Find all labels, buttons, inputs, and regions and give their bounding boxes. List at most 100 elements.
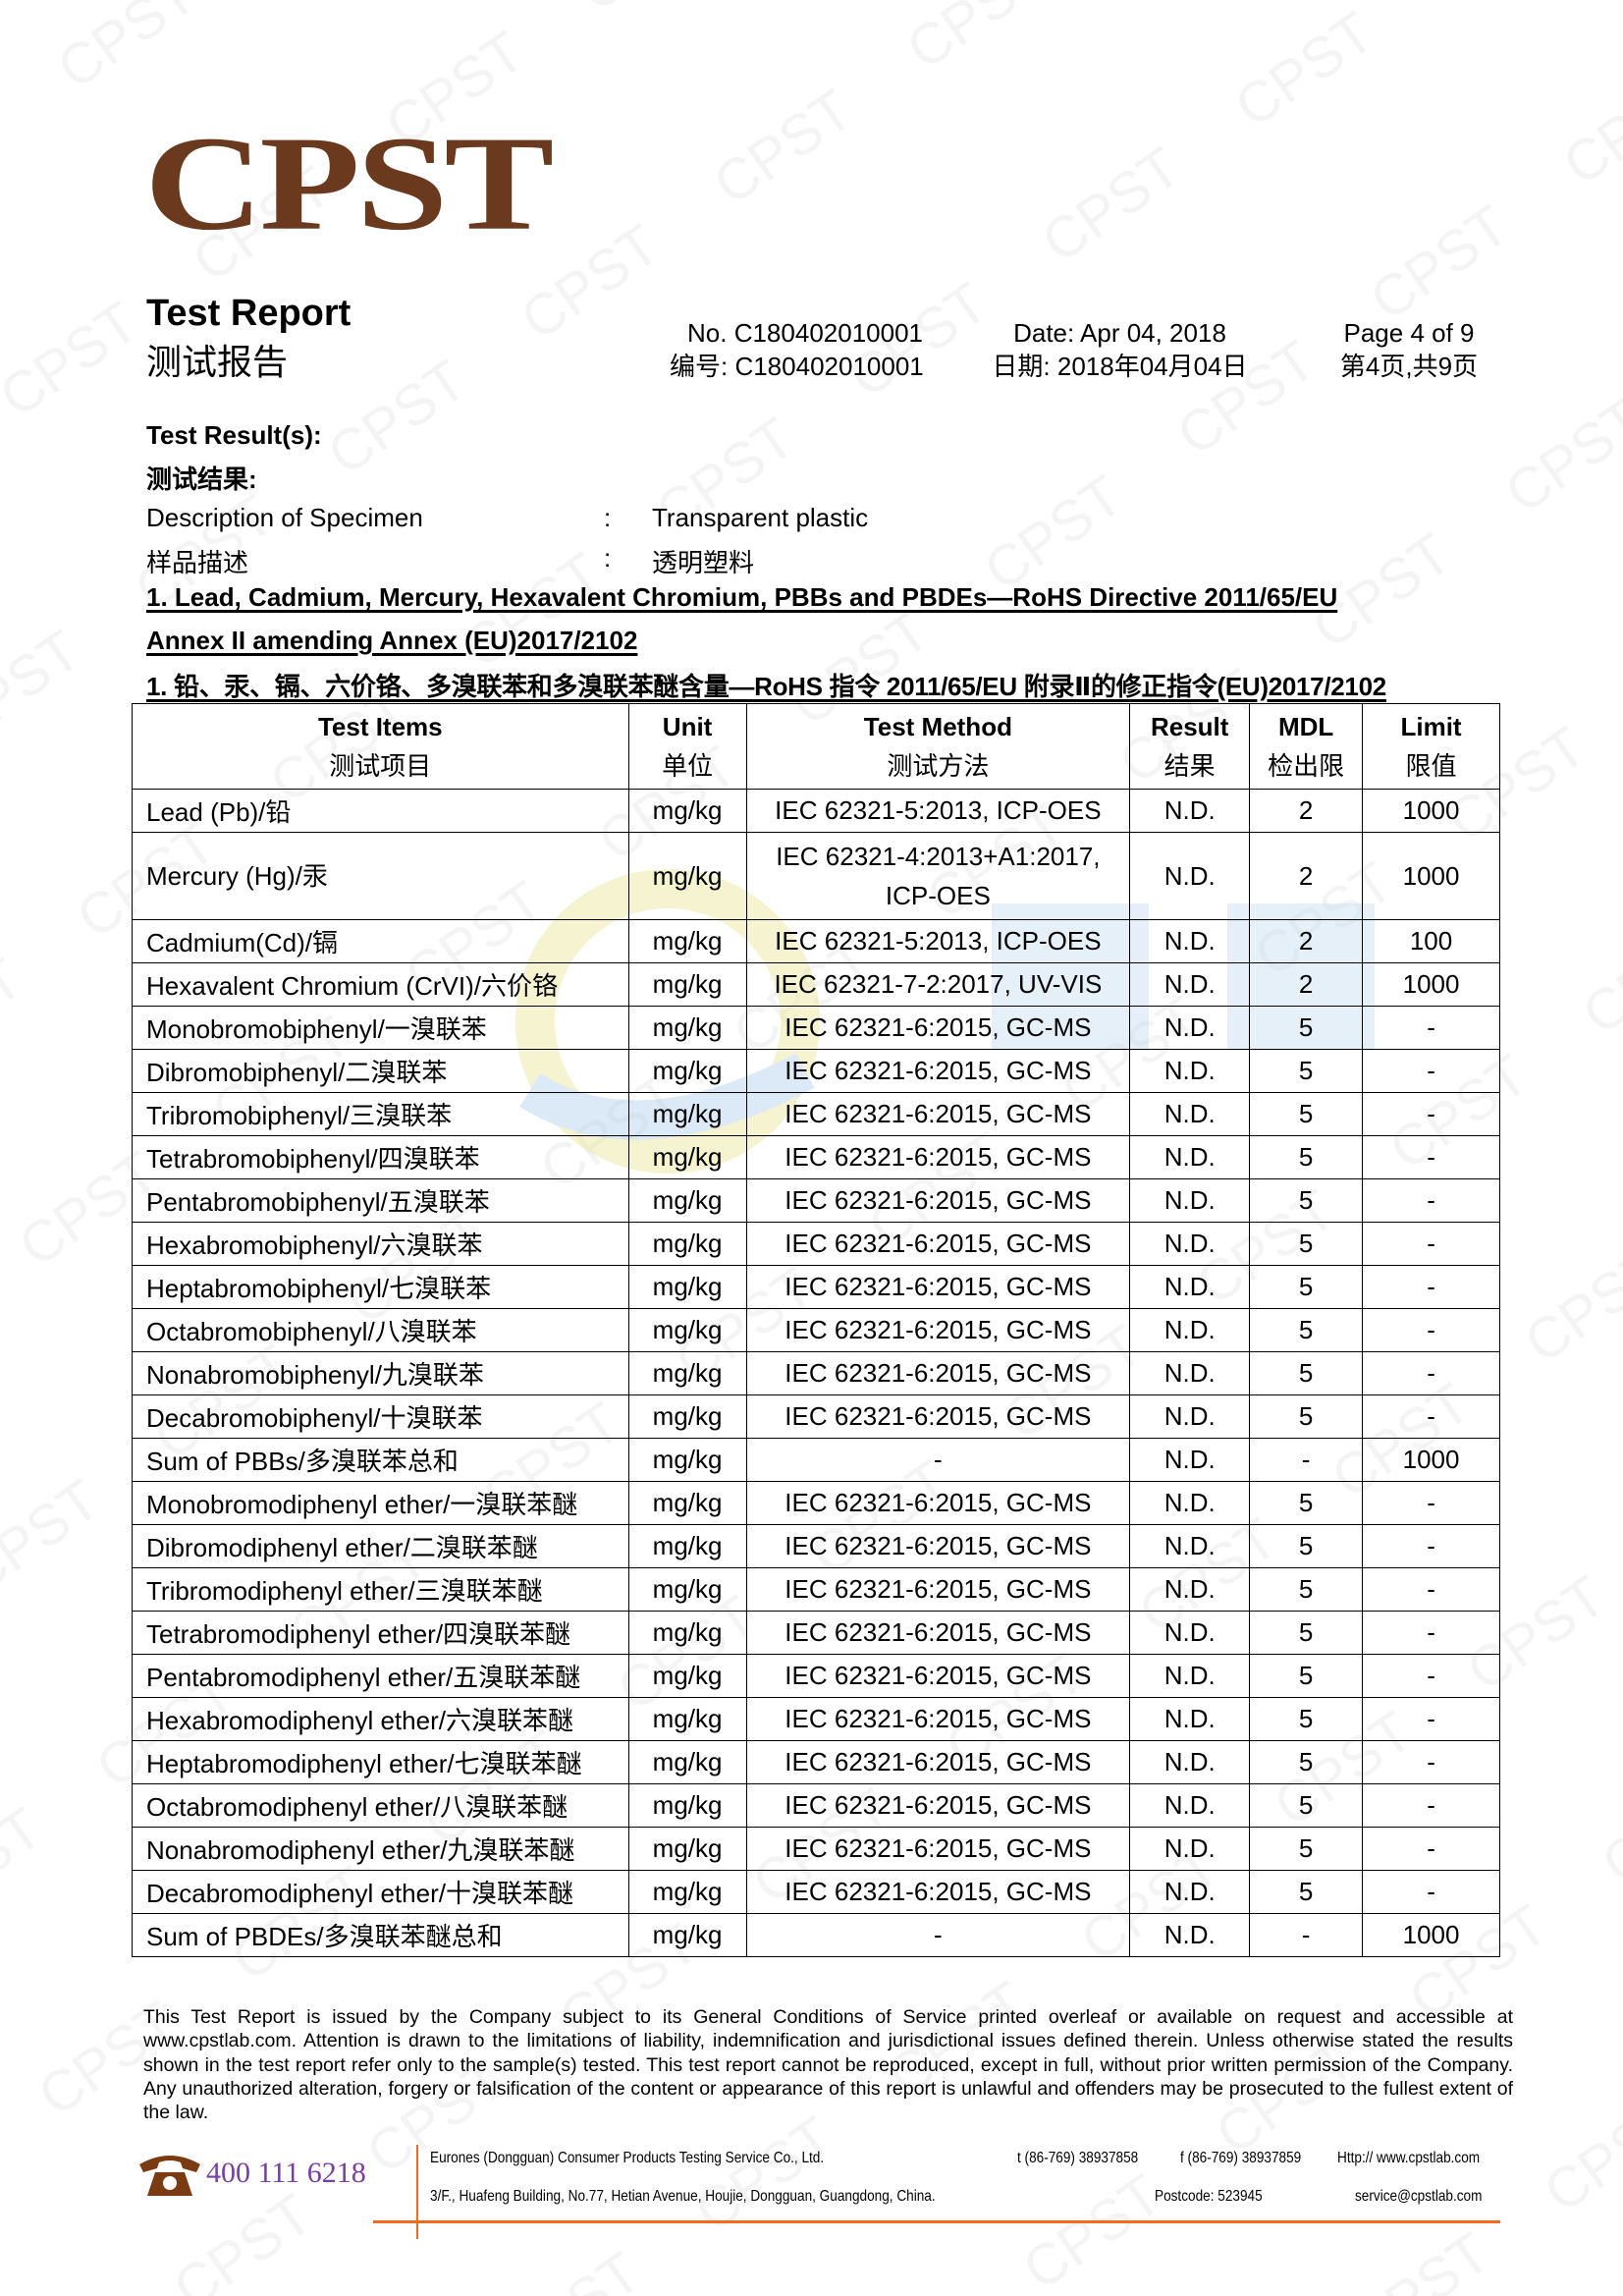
- hotline-number: 400 111 6218: [206, 2157, 366, 2189]
- cell-result: N.D.: [1129, 962, 1251, 1007]
- cell-mdl: 5: [1249, 1351, 1364, 1395]
- test-results-label-zh: 测试结果:: [146, 465, 257, 494]
- cell-mdl: 5: [1249, 1524, 1364, 1568]
- table-row: Monobromodiphenyl ether/一溴联苯醚 mg/kg IEC 62…: [132, 1481, 1500, 1525]
- cell-test-method: IEC 62321-6:2015, GC-MS: [745, 1654, 1131, 1698]
- cell-test-item: Tribromodiphenyl ether/三溴联苯醚: [132, 1567, 629, 1612]
- cell-test-item: Mercury (Hg)/汞: [132, 832, 629, 920]
- cell-result: N.D.: [1129, 1524, 1251, 1568]
- cell-test-item: Hexabromobiphenyl/六溴联苯: [132, 1222, 629, 1266]
- cell-test-method: IEC 62321-6:2015, GC-MS: [745, 1351, 1131, 1395]
- table-row: Decabromodiphenyl ether/十溴联苯醚 mg/kg IEC 62…: [132, 1870, 1500, 1914]
- cell-mdl: 5: [1249, 1308, 1364, 1352]
- cell-unit: mg/kg: [627, 1524, 747, 1568]
- cell-limit: -: [1362, 1135, 1500, 1179]
- table-row: Dibromobiphenyl/二溴联苯 mg/kg IEC 62321-6:201…: [132, 1049, 1500, 1093]
- cell-unit: mg/kg: [627, 1178, 747, 1223]
- cell-limit: -: [1362, 1524, 1500, 1568]
- cell-test-method: IEC 62321-6:2015, GC-MS: [745, 1222, 1131, 1266]
- cell-mdl: 5: [1249, 1481, 1364, 1525]
- cell-test-method: -: [745, 1913, 1131, 1957]
- cell-unit: mg/kg: [627, 1438, 747, 1482]
- header-result: Result 结果: [1129, 703, 1251, 790]
- cell-result: N.D.: [1129, 1308, 1251, 1352]
- cell-limit: 1000: [1362, 832, 1500, 920]
- cell-unit: mg/kg: [627, 919, 747, 963]
- cell-result: N.D.: [1129, 1351, 1251, 1395]
- table-row: Tribromodiphenyl ether/三溴联苯醚 mg/kg IEC 623…: [132, 1567, 1500, 1612]
- page-number-en: Page 4 of 9: [1343, 318, 1475, 348]
- cell-unit: mg/kg: [627, 832, 747, 920]
- table-row: Hexavalent Chromium (CrVI)/六价铬 mg/kg IEC 6…: [132, 962, 1500, 1007]
- cell-limit: -: [1362, 1308, 1500, 1352]
- cell-unit: mg/kg: [627, 1049, 747, 1093]
- table-row: Sum of PBBs/多溴联苯总和 mg/kg - N.D. -1000: [132, 1438, 1500, 1482]
- cell-result: N.D.: [1129, 1567, 1251, 1612]
- cell-test-method: IEC 62321-6:2015, GC-MS: [745, 1092, 1131, 1136]
- cell-test-method: IEC 62321-6:2015, GC-MS: [745, 1265, 1131, 1309]
- cell-result: N.D.: [1129, 1049, 1251, 1093]
- cpst-logo: CPST: [144, 108, 554, 259]
- cell-mdl: -: [1249, 1913, 1364, 1957]
- cell-test-item: Dibromodiphenyl ether/二溴联苯醚: [132, 1524, 629, 1568]
- cell-test-method: IEC 62321-6:2015, GC-MS: [745, 1783, 1131, 1828]
- cell-limit: -: [1362, 1394, 1500, 1439]
- cell-test-item: Cadmium(Cd)/镉: [132, 919, 629, 963]
- cell-unit: mg/kg: [627, 1827, 747, 1871]
- table-row: Pentabromodiphenyl ether/五溴联苯醚 mg/kg IEC 6…: [132, 1654, 1500, 1698]
- header-mdl: MDL 检出限: [1249, 703, 1364, 790]
- cell-mdl: -: [1249, 1438, 1364, 1482]
- footer-horizontal-rule: [373, 2220, 1500, 2223]
- cell-result: N.D.: [1129, 832, 1251, 920]
- table-row: Octabromobiphenyl/八溴联苯 mg/kg IEC 62321-6:2…: [132, 1308, 1500, 1352]
- report-number: No. C180402010001 编号: C180402010001: [670, 316, 924, 383]
- specimen-label-zh: 样品描述: [146, 548, 249, 577]
- cell-limit: 1000: [1362, 789, 1500, 833]
- table-row: Sum of PBDEs/多溴联苯醚总和 mg/kg - N.D. -1000: [132, 1913, 1500, 1957]
- cell-limit: 1000: [1362, 1913, 1500, 1957]
- cell-mdl: 5: [1249, 1567, 1364, 1612]
- disclaimer: This Test Report is issued by the Compan…: [143, 2006, 1513, 2124]
- telephone-icon: [139, 2156, 200, 2196]
- cell-limit: -: [1362, 1265, 1500, 1309]
- cell-test-method: IEC 62321-6:2015, GC-MS: [745, 1611, 1131, 1655]
- cell-result: N.D.: [1129, 1006, 1251, 1050]
- cell-limit: 1000: [1362, 962, 1500, 1007]
- table-row: Tetrabromobiphenyl/四溴联苯 mg/kg IEC 62321-6:…: [132, 1135, 1500, 1179]
- cell-unit: mg/kg: [627, 1394, 747, 1439]
- cell-test-item: Hexavalent Chromium (CrVI)/六价铬: [132, 962, 629, 1007]
- cell-mdl: 5: [1249, 1135, 1364, 1179]
- cell-unit: mg/kg: [627, 1135, 747, 1179]
- cell-limit: -: [1362, 1049, 1500, 1093]
- table-row: Hexabromobiphenyl/六溴联苯 mg/kg IEC 62321-6:2…: [132, 1222, 1500, 1266]
- cell-unit: mg/kg: [627, 789, 747, 833]
- cell-unit: mg/kg: [627, 1567, 747, 1612]
- specimen-value-en: Transparent plastic: [652, 503, 869, 532]
- cell-result: N.D.: [1129, 1481, 1251, 1525]
- table-row: Monobromobiphenyl/一溴联苯 mg/kg IEC 62321-6:2…: [132, 1006, 1500, 1050]
- colon: :: [604, 543, 612, 573]
- cell-limit: -: [1362, 1567, 1500, 1612]
- cell-result: N.D.: [1129, 1654, 1251, 1698]
- cell-test-item: Sum of PBDEs/多溴联苯醚总和: [132, 1913, 629, 1957]
- cell-test-item: Nonabromobiphenyl/九溴联苯: [132, 1351, 629, 1395]
- cell-unit: mg/kg: [627, 1697, 747, 1741]
- cell-limit: -: [1362, 1697, 1500, 1741]
- cell-test-method: IEC 62321-6:2015, GC-MS: [745, 1524, 1131, 1568]
- cell-result: N.D.: [1129, 789, 1251, 833]
- cell-limit: -: [1362, 1092, 1500, 1136]
- section-heading-zh: 1. 铅、汞、镉、六价铬、多溴联苯和多溴联苯醚含量—RoHS 指令 2011/6…: [146, 672, 1386, 701]
- cell-test-item: Pentabromobiphenyl/五溴联苯: [132, 1178, 629, 1223]
- cell-test-item: Monobromodiphenyl ether/一溴联苯醚: [132, 1481, 629, 1525]
- cell-mdl: 2: [1249, 962, 1364, 1007]
- email-link[interactable]: service@cpstlab.com: [1355, 2188, 1483, 2205]
- table-row: Lead (Pb)/铅 mg/kg IEC 62321-5:2013, ICP-OE…: [132, 789, 1500, 833]
- table-row: Heptabromobiphenyl/七溴联苯 mg/kg IEC 62321-6:…: [132, 1265, 1500, 1309]
- website-link[interactable]: Http:// www.cpstlab.com: [1337, 2150, 1481, 2166]
- header-test-method: Test Method 测试方法: [745, 703, 1131, 790]
- cell-limit: 1000: [1362, 1438, 1500, 1482]
- cell-result: N.D.: [1129, 1870, 1251, 1914]
- cell-result: N.D.: [1129, 1438, 1251, 1482]
- cell-test-method: IEC 62321-7-2:2017, UV-VIS: [745, 962, 1131, 1007]
- table-row: Hexabromodiphenyl ether/六溴联苯醚 mg/kg IEC 62…: [132, 1697, 1500, 1741]
